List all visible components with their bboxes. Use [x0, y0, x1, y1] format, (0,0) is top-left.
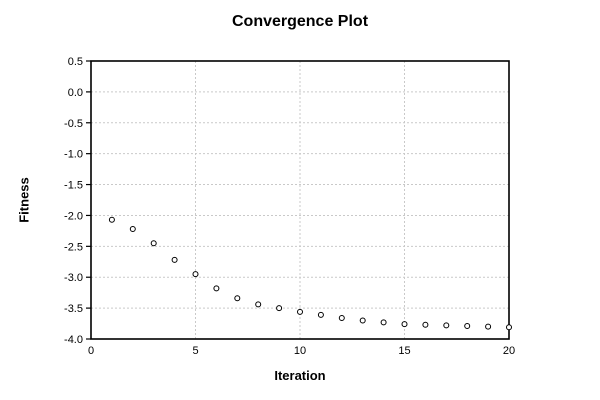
plot-border — [90, 60, 510, 340]
y-tick-label: 0.5 — [68, 56, 83, 68]
data-point — [150, 240, 157, 247]
data-point — [506, 324, 512, 331]
data-point — [422, 321, 429, 328]
chart-title: Convergence Plot — [231, 13, 369, 30]
y-tick-label: -2.0 — [64, 210, 83, 222]
data-point — [380, 319, 387, 326]
x-tick-label: 10 — [294, 345, 306, 357]
data-point — [297, 308, 303, 315]
y-tick-label: -2.5 — [64, 241, 83, 253]
x-axis-label: Iteration — [274, 368, 326, 383]
data-point — [171, 256, 178, 263]
data-point — [213, 285, 220, 292]
data-point — [255, 301, 262, 308]
x-tick-label: 5 — [192, 345, 198, 357]
data-point — [359, 317, 366, 324]
y-tick-label: 0.0 — [68, 87, 83, 99]
y-tick-label: -1.5 — [64, 180, 83, 192]
data-point — [192, 271, 199, 278]
data-point — [234, 295, 241, 302]
y-tick-label: -1.0 — [64, 149, 83, 161]
data-point — [338, 314, 345, 321]
y-tick-label: -3.0 — [64, 272, 83, 284]
x-tick-label: 20 — [503, 345, 515, 357]
data-point — [108, 216, 115, 223]
y-tick-label: -3.5 — [64, 303, 83, 315]
data-point — [443, 322, 450, 329]
x-tick-label: 0 — [88, 345, 94, 357]
data-point — [317, 311, 324, 318]
data-point — [401, 321, 408, 328]
data-point — [129, 226, 136, 233]
data-point — [276, 305, 283, 312]
data-point — [485, 323, 492, 330]
y-tick-label: -4.0 — [64, 334, 83, 346]
y-tick-label: -0.5 — [64, 118, 83, 130]
x-tick-label: 15 — [398, 345, 410, 357]
data-point — [464, 323, 471, 330]
